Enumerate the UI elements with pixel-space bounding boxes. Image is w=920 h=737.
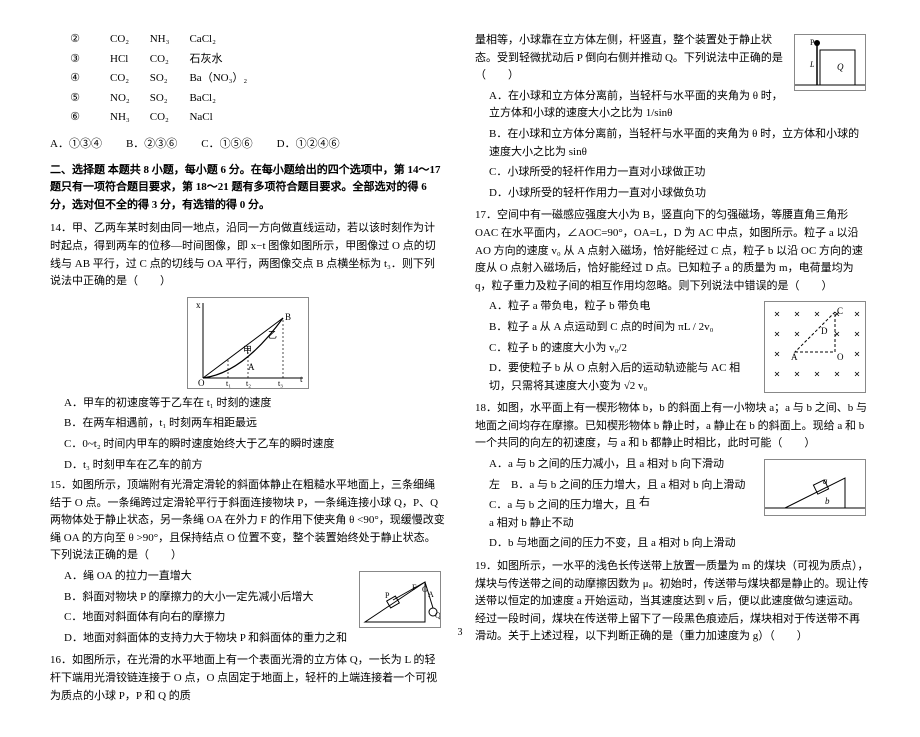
svg-text:P: P <box>385 591 390 600</box>
opt-c: C．①⑤⑥ <box>201 136 252 154</box>
svg-text:t₁: t₁ <box>226 379 231 388</box>
table-row: ⑤NO₂SO₂BaCl₂ <box>50 89 257 109</box>
q15-stem: 15．如图所示，顶端附有光滑定滑轮的斜面体静止在粗糙水平地面上，三条细绳结于 O… <box>50 477 445 565</box>
q18-figure: a b <box>764 459 866 516</box>
svg-text:甲: 甲 <box>243 345 252 355</box>
q14-c: C．0~t₂ 时间内甲车的瞬时速度始终大于乙车的瞬时速度 <box>64 436 445 454</box>
q18-stem: 18．如图，水平面上有一楔形物体 b，b 的斜面上有一小物块 a；a 与 b 之… <box>475 400 870 453</box>
svg-text:L: L <box>809 60 815 69</box>
svg-text:Q: Q <box>837 62 844 72</box>
opt-a: A．①③④ <box>50 136 102 154</box>
q14-d: D．t₃ 时刻甲车在乙车的前方 <box>64 457 445 475</box>
q16-d: D．小球所受的轻杆作用力一直对小球做负功 <box>489 185 870 203</box>
q16-figure: P Q L <box>794 34 866 91</box>
svg-text:t₃: t₃ <box>278 379 283 388</box>
svg-text:F: F <box>412 583 417 592</box>
svg-text:D: D <box>821 326 828 336</box>
svg-text:B: B <box>285 312 291 322</box>
left-column: ②CO₂NH₃CaCl₂ ③HClCO₂石灰水 ④CO₂SO₂Ba（NO₃）₂ … <box>50 30 445 707</box>
svg-text:A: A <box>791 352 798 362</box>
q13-options: A．①③④ B．②③⑥ C．①⑤⑥ D．①②④⑥ <box>50 136 445 154</box>
q16-c: C．小球所受的轻杆作用力一直对小球做正功 <box>489 164 870 182</box>
svg-text:t: t <box>300 374 303 384</box>
table-row: ④CO₂SO₂Ba（NO₃）₂ <box>50 69 257 89</box>
opt-b: B．②③⑥ <box>126 136 177 154</box>
table-row: ⑥NH₃CO₂NaCl <box>50 108 257 128</box>
svg-text:O: O <box>198 378 205 388</box>
q14-figure: x t O 甲 乙 A B t₁ t₂ t₃ <box>187 297 309 389</box>
svg-text:O: O <box>837 352 844 362</box>
q17-figure: A O C D <box>764 301 866 393</box>
q14-stem: 14．甲、乙两车某时刻由同一地点，沿同一方向做直线运动，若以该时刻作为计时起点，… <box>50 220 445 290</box>
page-number: 3 <box>458 625 463 641</box>
chem-table: ②CO₂NH₃CaCl₂ ③HClCO₂石灰水 ④CO₂SO₂Ba（NO₃）₂ … <box>50 30 257 128</box>
q19-stem: 19．如图所示，一水平的浅色长传送带上放置一质量为 m 的煤块（可视为质点），煤… <box>475 558 870 646</box>
svg-text:t₂: t₂ <box>246 379 251 388</box>
q15-d: D．地面对斜面体的支持力大于物块 P 和斜面体的重力之和 <box>64 630 445 648</box>
q16-stem: 16．如图所示，在光滑的水平地面上有一个表面光滑的立方体 Q，一长为 L 的轻杆… <box>50 652 445 705</box>
q17-stem: 17．空间中有一磁感应强度大小为 B，竖直向下的匀强磁场，等腰直角三角形 OAC… <box>475 207 870 295</box>
svg-text:A: A <box>248 362 255 372</box>
right-column: P Q L 量相等，小球靠在立方体左侧，杆竖直，整个装置处于静止状态。受到轻微扰… <box>475 30 870 707</box>
svg-text:乙: 乙 <box>268 330 277 340</box>
svg-text:x: x <box>196 300 201 310</box>
svg-text:P: P <box>810 38 815 47</box>
table-row: ②CO₂NH₃CaCl₂ <box>50 30 257 50</box>
opt-d: D．①②④⑥ <box>277 136 340 154</box>
q14-a: A．甲车的初速度等于乙车在 t₁ 时刻的速度 <box>64 395 445 413</box>
section-2-heading: 二、选择题 本题共 8 小题，每小题 6 分。在每小题给出的四个选项中，第 14… <box>50 162 445 215</box>
svg-text:O: O <box>422 585 428 594</box>
q18-d: D．b 与地面之间的压力不变，且 a 相对 b 向上滑动 <box>489 535 870 553</box>
q16-a: A．在小球和立方体分离前，当轻杆与水平面的夹角为 θ 时，立方体和小球的速度大小… <box>489 88 870 123</box>
svg-text:b: b <box>825 496 830 506</box>
q16-b: B．在小球和立方体分离前，当轻杆与水平面的夹角为 θ 时，立方体和小球的速度大小… <box>489 126 870 161</box>
svg-text:a: a <box>823 476 828 486</box>
svg-text:A: A <box>428 590 434 599</box>
table-row: ③HClCO₂石灰水 <box>50 50 257 70</box>
q14-b: B．在两车相遇前，t₁ 时刻两车相距最远 <box>64 415 445 433</box>
svg-text:Q: Q <box>435 611 440 620</box>
svg-text:C: C <box>837 306 843 316</box>
q15-figure: P Q F A O <box>359 571 441 628</box>
